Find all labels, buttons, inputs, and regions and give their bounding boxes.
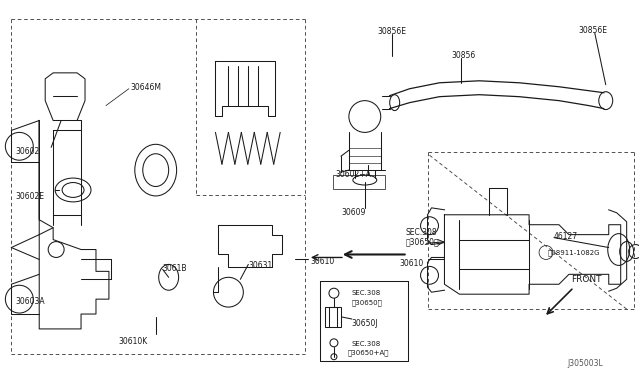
Text: SEC.308: SEC.308: [352, 341, 381, 347]
Text: 30610K: 30610K: [119, 337, 148, 346]
Text: 〃30650〄: 〃30650〄: [406, 238, 439, 247]
Text: 46127: 46127: [554, 232, 578, 241]
Bar: [325, 307, 341, 327]
Text: FRONT: FRONT: [571, 275, 602, 284]
Text: 30856E: 30856E: [378, 27, 407, 36]
Text: J305003L: J305003L: [567, 359, 603, 368]
Text: 30650J: 30650J: [352, 319, 378, 328]
Text: 30602E: 30602E: [15, 192, 44, 201]
Text: 〃30650〄: 〃30650〄: [352, 299, 383, 306]
Text: 〃30650+A〄: 〃30650+A〄: [348, 350, 389, 356]
Text: 30609: 30609: [342, 208, 366, 217]
Text: 30602+A: 30602+A: [335, 170, 371, 179]
Text: 30646M: 30646M: [131, 83, 162, 92]
Text: 3061B: 3061B: [163, 264, 187, 273]
Bar: [333, 175, 385, 189]
Text: 30603A: 30603A: [15, 297, 45, 306]
Text: 30602: 30602: [15, 147, 40, 156]
Text: 08911-1082G: 08911-1082G: [548, 250, 600, 256]
Text: 30610: 30610: [310, 257, 334, 266]
Text: 30856E: 30856E: [579, 26, 608, 35]
Text: 30856: 30856: [451, 51, 476, 60]
Text: SEC.308: SEC.308: [352, 290, 381, 296]
Text: SEC.308: SEC.308: [406, 228, 437, 237]
Text: 30631: 30631: [248, 262, 273, 270]
Text: 30610: 30610: [399, 259, 424, 269]
